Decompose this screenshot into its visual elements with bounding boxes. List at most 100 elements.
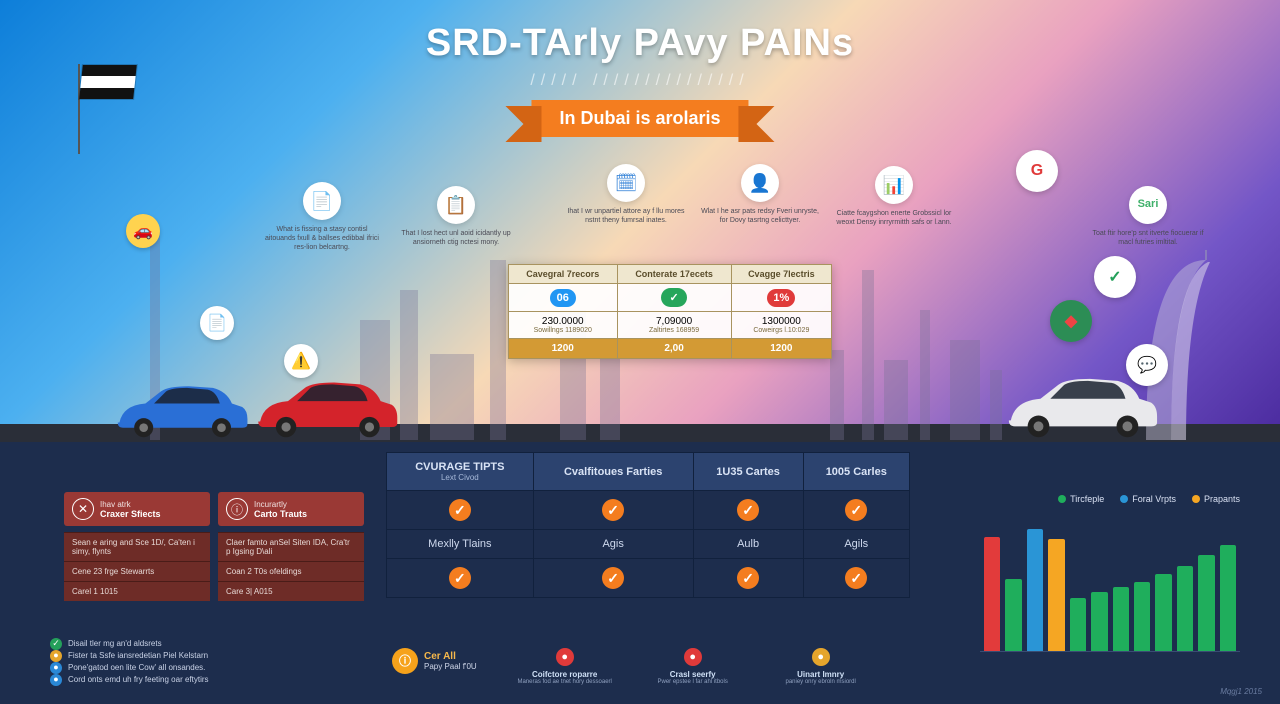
main-title: SRD-TArly PAvy PAINs <box>0 22 1280 65</box>
side-badge-icon: ✓ <box>1094 256 1136 298</box>
lower-table-cell: ✓ <box>533 491 693 530</box>
cta-col-icon: ● <box>556 648 574 666</box>
skyline-building <box>400 290 418 440</box>
bullet-text: Cord onts emd uh fry feeting oar eftytir… <box>68 674 209 686</box>
info-card-icon: 📋 <box>437 186 475 224</box>
cta-col-title: Uinart Imnry <box>763 670 879 679</box>
info-card-icon: 📄 <box>303 182 341 220</box>
legend-item: Prapants <box>1192 494 1240 504</box>
left-card-header: ✕Ihav atrkCraxer Sfiects <box>64 492 210 526</box>
chart-bar <box>1091 592 1107 651</box>
left-card-cell: Care 3| A015 <box>218 581 364 601</box>
bullet-icon: ● <box>50 662 62 674</box>
left-card-header-icon: ✕ <box>72 498 94 520</box>
check-icon: ✓ <box>737 499 759 521</box>
lower-table-header: 1005 Carles <box>803 453 909 491</box>
skyline-building <box>490 260 506 440</box>
lower-table-cell: Agis <box>533 530 693 559</box>
lower-table-cell: ✓ <box>803 559 909 598</box>
footer-bullet: ●Pone'gatod oen lite Cow' all onsandes. <box>50 662 209 674</box>
cta-column: ●Coifctore roparreManeras fod ae tnet ho… <box>507 648 623 686</box>
upper-table-badge-cell: 1% <box>731 284 831 312</box>
side-badge-icon: 💬 <box>1126 344 1168 386</box>
info-card-icon: Sari <box>1129 186 1167 224</box>
credit-text: Mqgj1 2015 <box>1220 687 1262 696</box>
side-badge-icon: ◆ <box>1050 300 1092 342</box>
info-card-icon: 📊 <box>875 166 913 204</box>
upper-table-data-cell: 230.0000Sowillngs 1189020 <box>509 312 618 339</box>
car-icon <box>250 377 400 440</box>
check-icon: ✓ <box>449 499 471 521</box>
skyline-building <box>862 270 874 440</box>
chart-bar <box>1177 566 1193 651</box>
chart-bar <box>1134 582 1150 651</box>
upper-table-header: Conterate 17ecets <box>617 265 731 284</box>
info-card: Sari Toat ftir hore'p snt itverte fiocuer… <box>1088 186 1208 248</box>
left-card-header: ⓘIncurartlyCarto Trauts <box>218 492 364 526</box>
cta-row: ⓘ Cer All Papy Paal f'0U ●Coifctore ropa… <box>392 648 879 686</box>
cta-col-icon: ● <box>684 648 702 666</box>
badge: 06 <box>550 289 576 307</box>
left-card-cell: Coan 2 T0s ofeldings <box>218 561 364 581</box>
legend-swatch <box>1058 495 1066 503</box>
info-card: 📋That I lost hect unl aoid icidantly up … <box>396 186 516 248</box>
cta-main: ⓘ Cer All Papy Paal f'0U <box>392 648 477 674</box>
bullet-text: Disail tler mg an'd aldsrets <box>68 638 162 650</box>
upper-table-header: Cavegral 7recors <box>509 265 618 284</box>
chart-bar <box>1113 587 1129 651</box>
check-icon: ✓ <box>602 499 624 521</box>
upper-table-data-cell: 1300000Coweirgs l.10:029 <box>731 312 831 339</box>
info-card: 📊 Ciatte fcaygshon enerte Grobssicl lor w… <box>834 166 954 228</box>
cta-main-line2: Papy Paal f'0U <box>424 662 477 671</box>
mini-icon: 📄 <box>200 306 234 340</box>
lower-table-cell: ✓ <box>693 559 803 598</box>
info-card-text: Toat ftir hore'p snt itverte fiocuerar i… <box>1088 230 1208 248</box>
upper-table-foot-cell: 2,00 <box>617 339 731 359</box>
cta-main-icon: ⓘ <box>392 648 418 674</box>
upper-table-foot-cell: 1200 <box>731 339 831 359</box>
mini-icon: 🚗 <box>126 214 160 248</box>
skyline-building <box>920 310 930 440</box>
chart-bar <box>1005 579 1021 651</box>
check-icon: ✓ <box>845 499 867 521</box>
upper-table-badge-cell: ✓ <box>617 284 731 312</box>
lower-table-cell: ✓ <box>387 559 534 598</box>
cta-col-icon: ● <box>812 648 830 666</box>
upper-table-header: Cvagge 7lectris <box>731 265 831 284</box>
cta-column: ● Crasl seerfyPwer epstee l far ahl itbol… <box>635 648 751 686</box>
check-icon: ✓ <box>602 567 624 589</box>
bullet-icon: ● <box>50 674 62 686</box>
left-card-cell: Claer famto anSel Siten IDA, Cra'tr p Ig… <box>218 532 364 561</box>
chart-bar <box>1048 539 1064 651</box>
lower-table-header: 1U35 Cartes <box>693 453 803 491</box>
info-card-text: Ciatte fcaygshon enerte Grobssicl lor we… <box>834 210 954 228</box>
footer-bullet: ● Cord onts emd uh fry feeting oar eftyti… <box>50 674 209 686</box>
bullet-icon: ✓ <box>50 638 62 650</box>
skyline-building <box>884 360 908 440</box>
cta-col-desc: Maneras fod ae tnet hory dessoaerl <box>507 679 623 686</box>
left-card-header-icon: ⓘ <box>226 498 248 520</box>
chart-bar <box>1155 574 1171 651</box>
lower-table-header: CVURAGE TIPTSLext Civod <box>387 453 534 491</box>
info-card-icon: 🗓 <box>607 164 645 202</box>
bullet-text: Fister ta Ssfe iansredetian Piel Kelstar… <box>68 650 208 662</box>
bar-chart: TircfepleForal VrptsPrapants <box>980 518 1240 668</box>
check-icon: ✓ <box>737 567 759 589</box>
left-card-cell: Carel 1 1015 <box>64 581 210 601</box>
cta-col-desc: Pwer epstee l far ahl itbols <box>635 679 751 686</box>
info-card-icon: 👤 <box>741 164 779 202</box>
hatch-divider: ///// /////////////// <box>0 72 1280 90</box>
info-card-text: What is fissing a stasy contisl aitouand… <box>262 226 382 252</box>
cta-col-desc: paniey onry ebroln msiordl <box>763 679 879 686</box>
lower-table-cell: ✓ <box>533 559 693 598</box>
lower-table-cell: Aulb <box>693 530 803 559</box>
subtitle-ribbon: In Dubai is arolaris <box>531 100 748 137</box>
cta-col-title: Crasl seerfy <box>635 670 751 679</box>
footer-bullet: ✓ Disail tler mg an'd aldsrets <box>50 638 209 650</box>
info-card-text: Ihat I wr unpartiel attore ay f llu more… <box>566 208 686 226</box>
upper-table-badge-cell: 06 <box>509 284 618 312</box>
cta-main-line1: Cer All <box>424 651 477 662</box>
lower-table-cell: ✓ <box>803 491 909 530</box>
left-card-cell: Cene 23 frge Stewarrts <box>64 561 210 581</box>
skyline-building <box>430 354 474 440</box>
